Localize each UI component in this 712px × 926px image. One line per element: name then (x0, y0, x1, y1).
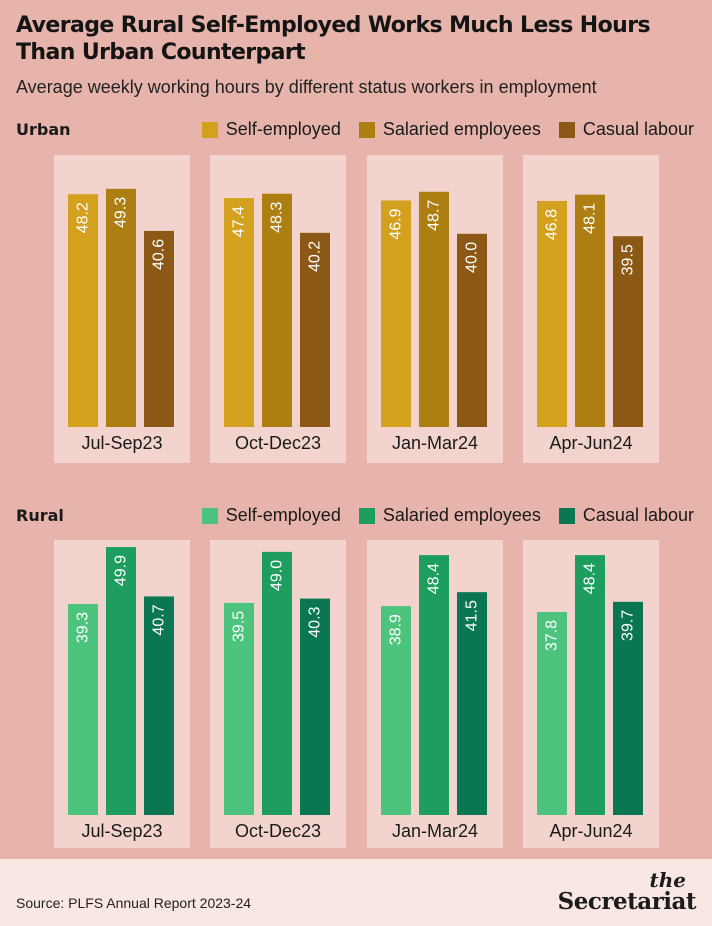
legend-swatch (558, 121, 575, 138)
rural-legend: Self-employed Salaried employees Casual … (201, 505, 694, 526)
urban-bar (144, 230, 174, 427)
rural-value-label: 40.3 (307, 606, 324, 637)
rural-legend-item: Salaried employees (358, 505, 541, 526)
logo-the: the (649, 868, 686, 892)
urban-value-label: 47.4 (231, 206, 248, 237)
legend-label: Salaried employees (382, 119, 541, 139)
urban-category-label: Apr-Jun24 (549, 433, 632, 453)
urban-bar (575, 194, 605, 427)
urban-legend-item: Salaried employees (358, 119, 541, 140)
rural-category-label: Oct-Dec23 (235, 821, 321, 841)
rural-bar (613, 601, 643, 815)
urban-legend: Self-employed Salaried employees Casual … (201, 119, 694, 140)
rural-value-label: 48.4 (426, 563, 443, 594)
urban-bar (457, 233, 487, 427)
chart-title: Average Rural Self-Employed Works Much L… (16, 13, 651, 65)
rural-legend-item: Casual labour (558, 505, 694, 526)
urban-value-label: 40.6 (151, 239, 168, 270)
urban-value-label: 40.2 (307, 241, 324, 272)
rural-bar (537, 612, 567, 815)
rural-bar (106, 547, 136, 815)
footer: Source: PLFS Annual Report 2023-24 the S… (0, 859, 712, 926)
urban-category-label: Jan-Mar24 (392, 433, 478, 453)
rural-bar (262, 551, 292, 815)
rural-bar (575, 555, 605, 815)
urban-value-label: 40.0 (464, 242, 481, 273)
urban-bar (300, 232, 330, 427)
legend-swatch (201, 121, 218, 138)
rural-bar (224, 602, 254, 815)
legend-label: Casual labour (582, 119, 694, 139)
urban-bar (381, 200, 411, 427)
legend-label: Self-employed (225, 119, 341, 139)
rural-value-label: 39.3 (75, 612, 92, 643)
urban-value-label: 46.9 (388, 208, 405, 239)
logo-name: Secretariat (557, 888, 697, 915)
urban-category-label: Oct-Dec23 (235, 433, 321, 453)
urban-bar (537, 200, 567, 427)
urban-bar (419, 191, 449, 427)
rural-value-label: 40.7 (151, 604, 168, 635)
rural-bar (144, 596, 174, 815)
urban-bar (106, 188, 136, 427)
urban-chart: 48.2 49.3 40.6 Jul-Sep23 47.4 48.3 40.2 Oct-Dec… (54, 155, 659, 463)
legend-label: Salaried employees (382, 505, 541, 525)
urban-value-label: 48.1 (582, 203, 599, 234)
urban-value-label: 49.3 (113, 197, 130, 228)
source-note: Source: PLFS Annual Report 2023-24 (16, 895, 252, 911)
the-secretariat-logo: the Secretariat (557, 868, 697, 915)
legend-label: Casual labour (582, 505, 694, 525)
urban-section-label: Urban (16, 120, 71, 139)
urban-value-label: 48.7 (426, 200, 443, 231)
urban-bar (262, 193, 292, 427)
legend-swatch (358, 121, 375, 138)
urban-legend-item: Casual labour (558, 119, 694, 140)
urban-category-label: Jul-Sep23 (81, 433, 162, 453)
urban-bar (613, 236, 643, 427)
urban-value-label: 39.5 (620, 244, 637, 275)
urban-bar (68, 194, 98, 427)
rural-value-label: 49.0 (269, 560, 286, 591)
rural-bar (381, 606, 411, 815)
rural-bar (300, 598, 330, 815)
legend-swatch (358, 507, 375, 524)
rural-bar (457, 592, 487, 815)
rural-section-label: Rural (16, 506, 64, 525)
rural-bar (419, 555, 449, 815)
rural-legend-item: Self-employed (201, 505, 341, 526)
rural-chart: 39.3 49.9 40.7 Jul-Sep23 39.5 49.0 40.3 Oct-Dec… (54, 540, 659, 848)
rural-value-label: 49.9 (113, 555, 130, 586)
rural-value-label: 39.5 (231, 611, 248, 642)
rural-category-label: Jan-Mar24 (392, 821, 478, 841)
urban-value-label: 48.2 (75, 202, 92, 233)
legend-swatch (558, 507, 575, 524)
rural-category-label: Apr-Jun24 (549, 821, 632, 841)
chart-panels: 48.2 49.3 40.6 Jul-Sep23 47.4 48.3 40.2 Oct-Dec… (54, 155, 659, 848)
rural-value-label: 37.8 (544, 620, 561, 651)
legend-swatch (201, 507, 218, 524)
urban-value-label: 46.8 (544, 209, 561, 240)
rural-value-label: 39.7 (620, 610, 637, 641)
legend-label: Self-employed (225, 505, 341, 525)
urban-value-label: 48.3 (269, 202, 286, 233)
urban-legend-item: Self-employed (201, 119, 341, 140)
rural-value-label: 38.9 (388, 614, 405, 645)
rural-category-label: Jul-Sep23 (81, 821, 162, 841)
chart-subtitle: Average weekly working hours by differen… (16, 77, 597, 97)
rural-value-label: 48.4 (582, 563, 599, 594)
urban-bar (224, 198, 254, 427)
rural-bar (68, 603, 98, 815)
rural-value-label: 41.5 (464, 600, 481, 631)
